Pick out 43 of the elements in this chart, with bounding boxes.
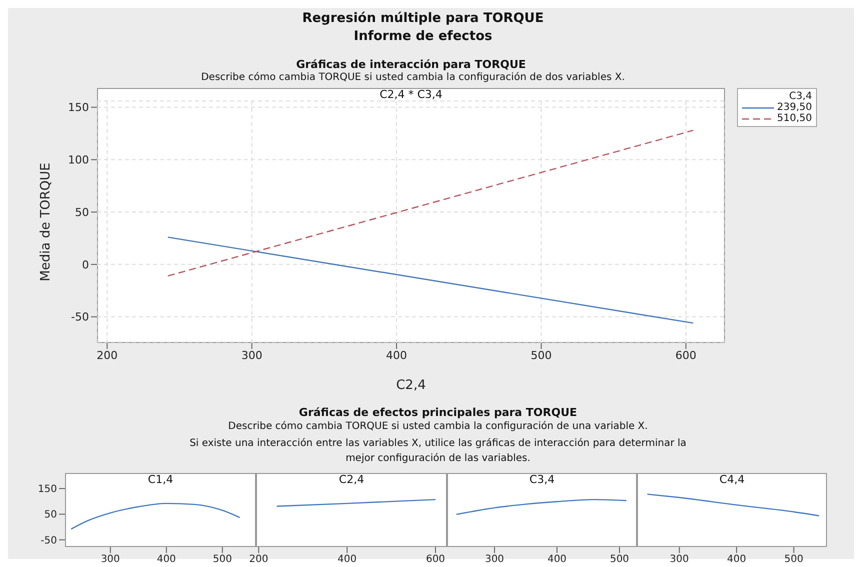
- x-tick-label: 500: [212, 554, 232, 566]
- x-tick-label: 200: [249, 554, 268, 566]
- text: Describe cómo cambia TORQUE si usted cambia la configuración de una variable X.: [227, 421, 649, 432]
- x-axis-title: C2,4: [396, 378, 426, 393]
- y-axis-title: Media de TORQUE: [38, 162, 54, 282]
- x-tick-label: 300: [484, 554, 504, 566]
- text: Gráficas de interacción para TORQUE: [295, 58, 527, 71]
- x-tick-label: 400: [727, 554, 746, 566]
- x-tick-label: 500: [610, 554, 630, 566]
- y-tick-label: 50: [75, 206, 89, 219]
- chart-title: C4,4: [637, 473, 827, 487]
- y-tick-label: 150: [38, 484, 57, 496]
- chart-title: C3,4: [447, 473, 637, 487]
- y-tick-label: -50: [40, 535, 57, 546]
- x-tick-label: 300: [100, 554, 120, 566]
- line-series: [70, 502, 240, 530]
- chart-title: C1,4: [65, 473, 256, 487]
- x-tick-label: 200: [96, 348, 118, 362]
- x-tick-label: 600: [675, 348, 696, 362]
- text: Si existe una interacción entre las variables X, utilice las gráficas de interacción para determinar la mejor configuración de las variables.: [188, 437, 688, 466]
- text: Gráficas de efectos principales para TORQUE: [298, 406, 578, 419]
- x-tick-label: 400: [156, 554, 176, 566]
- x-tick-label: 300: [670, 554, 689, 566]
- legend-label: 510,50: [777, 113, 812, 124]
- x-tick-label: 500: [530, 348, 552, 362]
- y-tick-label: -50: [71, 310, 89, 324]
- chart-title: Regresión múltiple para TORQUE: [301, 11, 545, 26]
- x-tick-label: 400: [386, 348, 408, 362]
- legend-label: 239,50: [777, 102, 812, 113]
- y-tick-label: 0: [82, 258, 89, 272]
- y-tick-label: 100: [68, 154, 89, 167]
- x-tick-label: 500: [784, 554, 804, 566]
- chart-subtitle: Informe de efectos: [352, 29, 494, 44]
- chart-title: C2,4: [256, 473, 447, 487]
- legend-title: C3,4: [788, 91, 812, 102]
- x-tick-label: 600: [426, 554, 446, 566]
- x-tick-label: 300: [241, 348, 262, 362]
- annotation: C2,4 * C3,4: [97, 88, 725, 102]
- x-tick-label: 400: [338, 554, 357, 566]
- y-tick-label: 150: [68, 101, 89, 114]
- x-tick-label: 400: [547, 554, 567, 566]
- text: Describe cómo cambia TORQUE si usted cambia la configuración de dos variables X.: [200, 72, 626, 83]
- y-tick-label: 50: [44, 510, 57, 521]
